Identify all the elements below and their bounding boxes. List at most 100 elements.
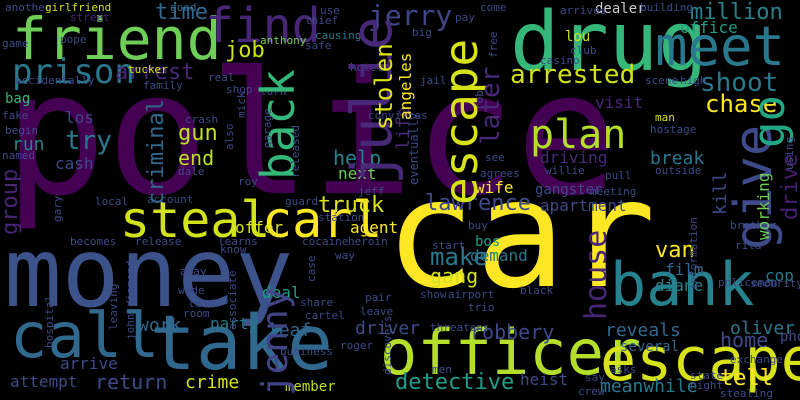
- word-gun: gun: [178, 121, 218, 146]
- word-los: los: [65, 108, 94, 127]
- word-garage: shop: [226, 83, 253, 96]
- word-trio: trio: [468, 301, 495, 314]
- word-rita: rita: [735, 239, 762, 252]
- word-crew: crew: [578, 385, 605, 398]
- word-black: black: [520, 284, 554, 297]
- word-office: office: [680, 18, 738, 37]
- word-steal: steal: [120, 191, 271, 249]
- word-state: free: [487, 31, 500, 59]
- word-plan: plan: [530, 112, 627, 158]
- word-attempt: attempt: [10, 372, 78, 391]
- word-willie: willie: [545, 164, 585, 177]
- word-see: see: [485, 151, 505, 164]
- word-break: break: [650, 148, 705, 169]
- word-come: come: [480, 1, 507, 14]
- word-tucker: tucker: [128, 63, 168, 76]
- word-find: escape: [600, 325, 800, 395]
- word-accidentally: accidentally: [15, 74, 95, 87]
- word-time: time: [155, 0, 208, 25]
- word-take: take: [150, 298, 334, 387]
- word-eventually: eventually: [407, 112, 421, 185]
- word-share: share: [300, 296, 334, 309]
- word-local: becomes: [70, 235, 117, 248]
- word-offer: offer: [235, 218, 284, 237]
- word-released: released: [289, 125, 302, 178]
- word-arrest: arrest: [115, 60, 195, 85]
- word-policeman: using: [783, 136, 796, 170]
- word-home: home: [720, 328, 769, 352]
- word-release: release: [135, 235, 182, 248]
- word-bank: bank: [610, 250, 755, 320]
- word-hotel: hotel: [350, 61, 384, 74]
- word-meet: find: [205, 0, 321, 54]
- word-officer: officer: [380, 316, 642, 389]
- word-information: information: [687, 217, 700, 290]
- word-family: real: [208, 71, 235, 84]
- word-hostage: hostage: [650, 123, 697, 136]
- word-several: several: [620, 339, 680, 355]
- word-police: police: [4, 36, 619, 234]
- word-room: room: [183, 307, 210, 320]
- word-causing: causing: [315, 29, 362, 42]
- word-carl: carl: [262, 191, 383, 249]
- word-crash: fake: [2, 109, 29, 122]
- word-driving: driving: [540, 148, 608, 167]
- word-brother: brother: [730, 219, 777, 232]
- word-fake: begin: [5, 124, 39, 137]
- word-help: help: [333, 146, 382, 170]
- word-street: street: [70, 11, 110, 24]
- word-also: crash: [185, 113, 219, 126]
- word-pair: pair: [365, 291, 392, 304]
- word-day: way: [335, 249, 355, 262]
- word-arrested: arrested: [510, 60, 636, 90]
- word-roy: gary: [51, 195, 64, 223]
- word-pull: pull: [605, 169, 632, 182]
- word-heist: heist: [520, 370, 569, 389]
- word-shoot: shoot: [700, 68, 779, 98]
- word-return: return: [95, 370, 168, 394]
- word-meeting: meeting: [590, 185, 637, 198]
- word-dealer: dealer: [595, 1, 646, 17]
- word-game: convinces: [368, 109, 428, 122]
- word-learns: learns: [218, 235, 258, 248]
- word-airport: airport: [448, 288, 495, 301]
- word-kill: kill: [710, 171, 731, 215]
- word-prison: prison: [12, 52, 135, 92]
- word-station: guard: [285, 195, 319, 208]
- word-reveals: reveals: [605, 320, 681, 341]
- word-real: turn: [260, 85, 287, 98]
- word-pay: pay: [455, 11, 475, 24]
- word-use: game: [2, 37, 29, 50]
- word-start: start: [432, 239, 466, 252]
- word-business: business: [280, 345, 333, 358]
- word-oliver: oliver: [730, 318, 796, 339]
- word-bos: bos: [475, 234, 501, 250]
- word-away: away: [180, 265, 207, 278]
- word-wife: wife: [475, 178, 514, 197]
- word-gang: gang: [430, 264, 479, 288]
- word-free: safe: [305, 39, 332, 52]
- word-run: run: [12, 134, 45, 155]
- word-lou: lou: [565, 29, 591, 45]
- word-phone: phone: [780, 329, 800, 345]
- word-arrives: arrives: [560, 4, 607, 17]
- word-meanwhile: meanwhile: [600, 376, 698, 397]
- word-money: money: [4, 217, 293, 329]
- word-casino: casino: [540, 54, 580, 67]
- word-member: member: [285, 379, 336, 395]
- word-leaving: leaving: [107, 283, 120, 330]
- word-cop: cop: [765, 266, 794, 285]
- word-convinces: garage: [261, 108, 274, 148]
- word-man: man: [655, 111, 675, 124]
- word-big: use: [320, 4, 340, 17]
- word-good: good: [170, 1, 197, 14]
- word-john-diamond: john diamond: [124, 260, 137, 340]
- word-buy: buy: [468, 219, 488, 232]
- word-get: call: [10, 299, 160, 372]
- word-security: security: [750, 277, 800, 290]
- word-mick: also: [223, 123, 236, 151]
- word-hospital: hospital: [43, 295, 56, 348]
- word-jenny: jenny: [255, 287, 296, 396]
- word-cartel: cartel: [305, 309, 345, 322]
